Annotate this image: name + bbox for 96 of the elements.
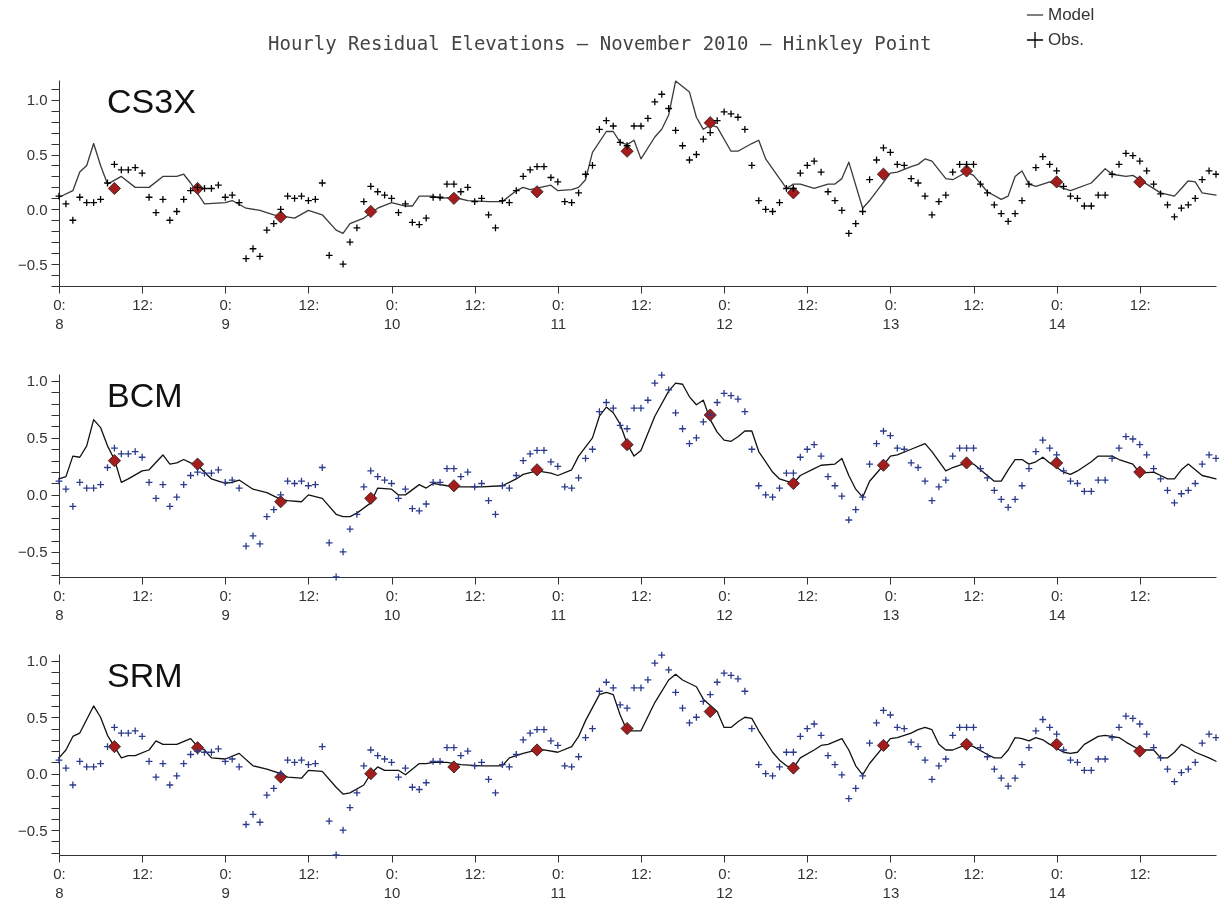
x-tick-label: 12: <box>963 864 985 882</box>
x-tick-label: 12: <box>797 586 819 604</box>
point <box>703 116 717 130</box>
point <box>786 476 800 491</box>
point <box>620 438 634 452</box>
x-tick-label: 12: <box>631 586 652 604</box>
y-tick-label: 0.0 <box>26 765 48 783</box>
point <box>1133 744 1147 758</box>
x-tick-label: 12: <box>797 295 819 313</box>
point <box>447 760 461 774</box>
point <box>960 737 974 751</box>
point <box>274 495 288 509</box>
x-tick-label: 0: 14 <box>1048 586 1066 623</box>
x-tick-label: 0: 8 <box>53 295 66 332</box>
y-tick-label: 0.5 <box>26 146 48 164</box>
point <box>1050 456 1064 470</box>
y-tick-label: −0.5 <box>17 255 48 273</box>
x-tick-label: 12: <box>963 295 985 313</box>
x-tick-label: 12: <box>963 586 985 604</box>
x-tick-label: 0: 9 <box>219 295 233 332</box>
point <box>447 191 461 205</box>
x-tick-label: 0: 8 <box>53 586 66 623</box>
x-tick-label: 12: <box>132 864 154 882</box>
point <box>364 204 378 219</box>
x-tick-label: 0: 11 <box>550 586 567 623</box>
point <box>1133 465 1147 479</box>
point <box>703 705 717 719</box>
point <box>530 743 544 757</box>
point <box>620 144 634 158</box>
point <box>447 479 461 493</box>
x-tick-label: 0: 13 <box>882 864 900 899</box>
point <box>107 740 121 754</box>
point <box>1133 175 1147 189</box>
y-tick-label: 0.0 <box>26 486 48 504</box>
x-tick-label: 0: 14 <box>1048 295 1066 332</box>
point <box>530 185 544 199</box>
x-tick-label: 0: 8 <box>53 864 66 899</box>
point <box>786 761 800 775</box>
point <box>876 738 890 752</box>
line-series <box>58 382 1217 518</box>
point <box>530 463 544 477</box>
x-tick-label: 12: <box>132 586 154 604</box>
point <box>960 164 974 178</box>
x-tick-label: 0: 9 <box>219 864 233 899</box>
point <box>620 722 634 736</box>
x-tick-label: 0: 12 <box>716 864 733 899</box>
point <box>876 167 890 181</box>
x-tick-label: 0: 14 <box>1048 864 1066 899</box>
x-tick-label: 12: <box>797 864 819 882</box>
x-tick-label: 0: 12 <box>716 295 733 332</box>
legend-label: Model <box>1048 5 1095 24</box>
x-tick-label: 0: 13 <box>882 295 900 332</box>
y-tick-label: 0.0 <box>26 200 48 218</box>
point <box>274 210 288 224</box>
x-tick-label: 0: 11 <box>550 295 567 332</box>
point <box>364 767 378 781</box>
annotation: SRM <box>107 656 183 694</box>
point <box>1050 737 1064 751</box>
legend-label: Obs. <box>1048 30 1084 49</box>
x-tick-label: 0: 13 <box>882 586 900 623</box>
x-tick-label: 12: <box>631 864 652 882</box>
x-tick-label: 0: 10 <box>383 295 401 332</box>
point <box>960 456 974 470</box>
point <box>876 458 890 472</box>
annotation: BCM <box>107 376 183 414</box>
x-tick-label: 12: <box>1129 295 1151 313</box>
x-tick-label: 12: <box>298 864 320 882</box>
y-tick-label: −0.5 <box>17 543 48 561</box>
x-tick-label: 12: <box>1129 864 1151 882</box>
x-tick-label: 12: <box>464 295 486 313</box>
point <box>364 491 378 505</box>
y-tick-label: 1.0 <box>26 652 48 670</box>
chart-title: Hourly Residual Elevations – November 2010 – Hinkley Point <box>268 32 932 54</box>
annotation: CS3X <box>107 82 196 120</box>
y-tick-label: 0.5 <box>26 708 48 726</box>
x-tick-label: 0: 11 <box>550 864 567 899</box>
y-tick-label: −0.5 <box>17 821 48 839</box>
x-tick-label: 12: <box>464 586 486 604</box>
x-tick-label: 12: <box>1129 586 1151 604</box>
x-tick-label: 12: <box>298 586 320 604</box>
y-tick-label: 1.0 <box>26 91 48 109</box>
x-tick-label: 12: <box>631 295 652 313</box>
point <box>191 457 205 471</box>
point <box>786 186 800 200</box>
y-tick-label: 1.0 <box>26 372 48 390</box>
x-tick-label: 0: 10 <box>383 586 401 623</box>
point <box>107 181 121 195</box>
x-tick-label: 0: 10 <box>383 864 401 899</box>
x-tick-label: 12: <box>132 295 154 313</box>
x-tick-label: 12: <box>298 295 320 313</box>
point <box>1050 175 1064 189</box>
point <box>107 454 121 468</box>
x-tick-label: 0: 12 <box>716 586 733 623</box>
y-tick-label: 0.5 <box>26 429 48 447</box>
x-tick-label: 0: 9 <box>219 586 233 623</box>
x-tick-label: 12: <box>464 864 486 882</box>
